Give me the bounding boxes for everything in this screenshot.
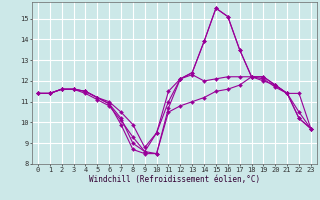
X-axis label: Windchill (Refroidissement éolien,°C): Windchill (Refroidissement éolien,°C) — [89, 175, 260, 184]
